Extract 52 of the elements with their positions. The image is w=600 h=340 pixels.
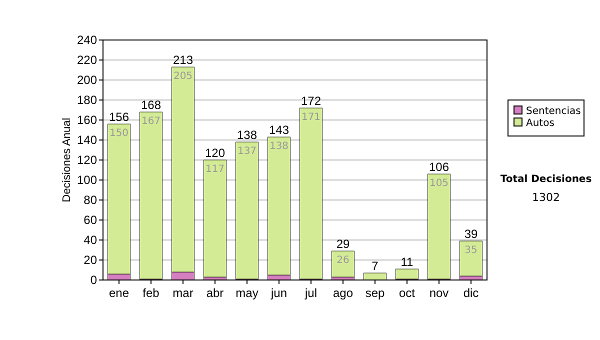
y-tick-label: 240 bbox=[76, 33, 98, 48]
x-tick-label: mar bbox=[172, 286, 194, 300]
total-label: 156 bbox=[108, 110, 130, 124]
total-label: 120 bbox=[204, 146, 226, 160]
y-tick-label: 140 bbox=[76, 133, 98, 148]
total-label: 143 bbox=[268, 123, 290, 137]
total-label: 11 bbox=[400, 255, 414, 269]
x-tick-label: may bbox=[236, 286, 258, 300]
y-tick-label: 80 bbox=[84, 193, 98, 208]
data-label: 138 bbox=[269, 141, 289, 152]
y-axis-title: Decisiones Anual bbox=[61, 118, 73, 202]
legend-label: Autos bbox=[526, 118, 554, 129]
total-label: 168 bbox=[140, 98, 162, 112]
data-label: 26 bbox=[336, 255, 350, 266]
x-tick-label: jul bbox=[304, 286, 318, 300]
data-label: 35 bbox=[464, 245, 478, 256]
y-tick-label: 200 bbox=[76, 73, 98, 88]
x-tick-label: jun bbox=[270, 286, 288, 300]
y-tick-label: 0 bbox=[90, 273, 98, 288]
x-tick-label: feb bbox=[142, 286, 160, 300]
total-label: 29 bbox=[336, 237, 350, 251]
y-tick-label: 220 bbox=[76, 53, 98, 68]
x-tick-label: abr bbox=[206, 286, 224, 300]
data-label: 205 bbox=[173, 71, 193, 82]
x-tick-label: oct bbox=[398, 286, 416, 300]
text: Total Decisiones bbox=[500, 174, 592, 185]
y-tick-label: 20 bbox=[84, 253, 98, 268]
total-label: 7 bbox=[372, 259, 379, 273]
x-tick-label: nov bbox=[429, 286, 449, 300]
x-tick-label: dic bbox=[463, 286, 479, 300]
x-tick-label: ene bbox=[108, 286, 130, 300]
data-label: 117 bbox=[205, 164, 225, 175]
y-tick-label: 120 bbox=[76, 153, 98, 168]
total-label: 172 bbox=[300, 94, 322, 108]
legend-label: Sentencias bbox=[526, 106, 581, 117]
data-label: 137 bbox=[237, 146, 257, 157]
total-label: 39 bbox=[464, 227, 478, 241]
data-label: 105 bbox=[429, 178, 449, 189]
y-tick-label: 100 bbox=[76, 173, 98, 188]
total-label: 213 bbox=[172, 53, 194, 67]
y-tick-label: 160 bbox=[76, 113, 98, 128]
x-tick-label: ago bbox=[332, 286, 354, 300]
y-tick-label: 180 bbox=[76, 93, 98, 108]
total-label: 138 bbox=[236, 128, 258, 142]
x-tick-label: sep bbox=[365, 286, 385, 300]
data-label: 150 bbox=[109, 128, 129, 139]
data-label: 171 bbox=[301, 112, 321, 123]
total-label: 106 bbox=[428, 160, 450, 174]
text: 1302 bbox=[532, 191, 560, 204]
y-tick-label: 60 bbox=[84, 213, 98, 228]
data-label: 167 bbox=[141, 116, 161, 127]
y-tick-label: 40 bbox=[84, 233, 98, 248]
